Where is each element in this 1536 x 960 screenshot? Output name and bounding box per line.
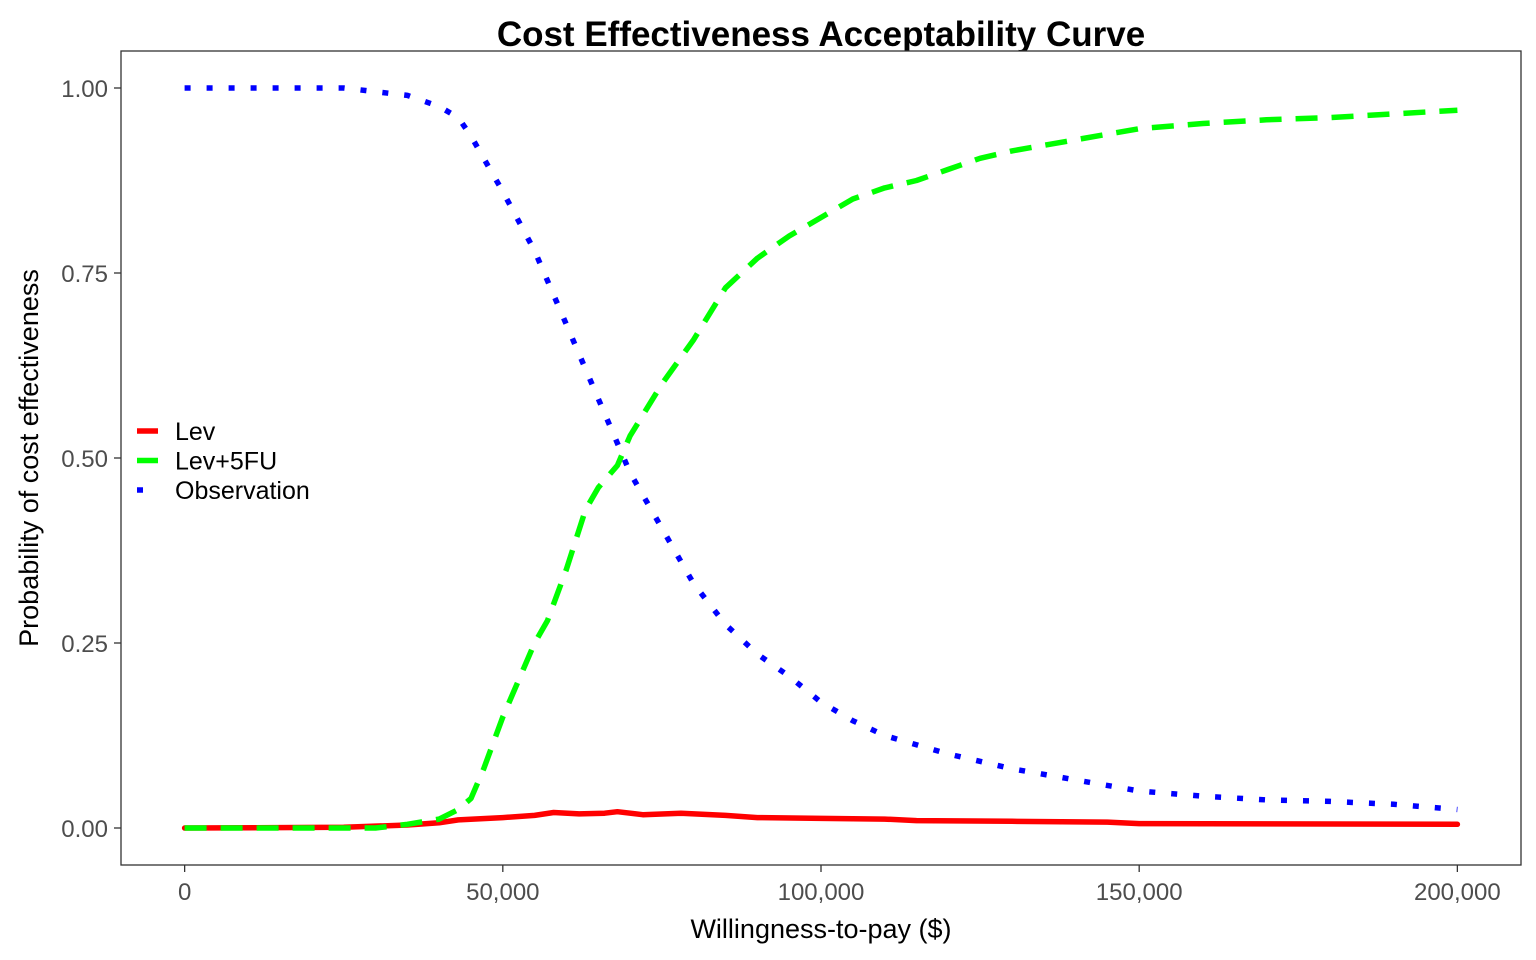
- x-tick-label: 150,000: [1096, 879, 1183, 906]
- y-axis: 0.00 0.25 0.50 0.75 1.00: [61, 76, 121, 843]
- legend-label-lev-5fu: Lev+5FU: [175, 448, 277, 476]
- x-tick-label: 100,000: [778, 879, 865, 906]
- series-line-lev-5fu: [184, 107, 1458, 831]
- plot-area: [120, 50, 1522, 866]
- x-axis: 0 50,000 100,000 150,000 200,000: [178, 865, 1501, 906]
- x-tick-label: 50,000: [466, 879, 539, 906]
- y-tick-label: 0.00: [61, 816, 108, 843]
- y-tick-label: 0.75: [61, 261, 108, 288]
- series-line-observation: [184, 85, 1458, 813]
- legend-label-observation: Observation: [175, 477, 310, 505]
- panel-border: [120, 50, 1522, 866]
- series-line-lev: [181, 808, 1461, 831]
- y-tick-label: 1.00: [61, 76, 108, 103]
- y-tick-label: 0.50: [61, 446, 108, 473]
- x-axis-title: Willingness-to-pay ($): [690, 914, 951, 944]
- series-layer: [181, 85, 1461, 831]
- y-axis-title: Probability of cost effectiveness: [14, 269, 44, 647]
- x-tick-label: 200,000: [1414, 879, 1501, 906]
- chart-title: Cost Effectiveness Acceptability Curve: [497, 15, 1145, 54]
- legend-label-lev: Lev: [175, 418, 216, 446]
- y-tick-label: 0.25: [61, 631, 108, 658]
- x-tick-label: 0: [178, 879, 191, 906]
